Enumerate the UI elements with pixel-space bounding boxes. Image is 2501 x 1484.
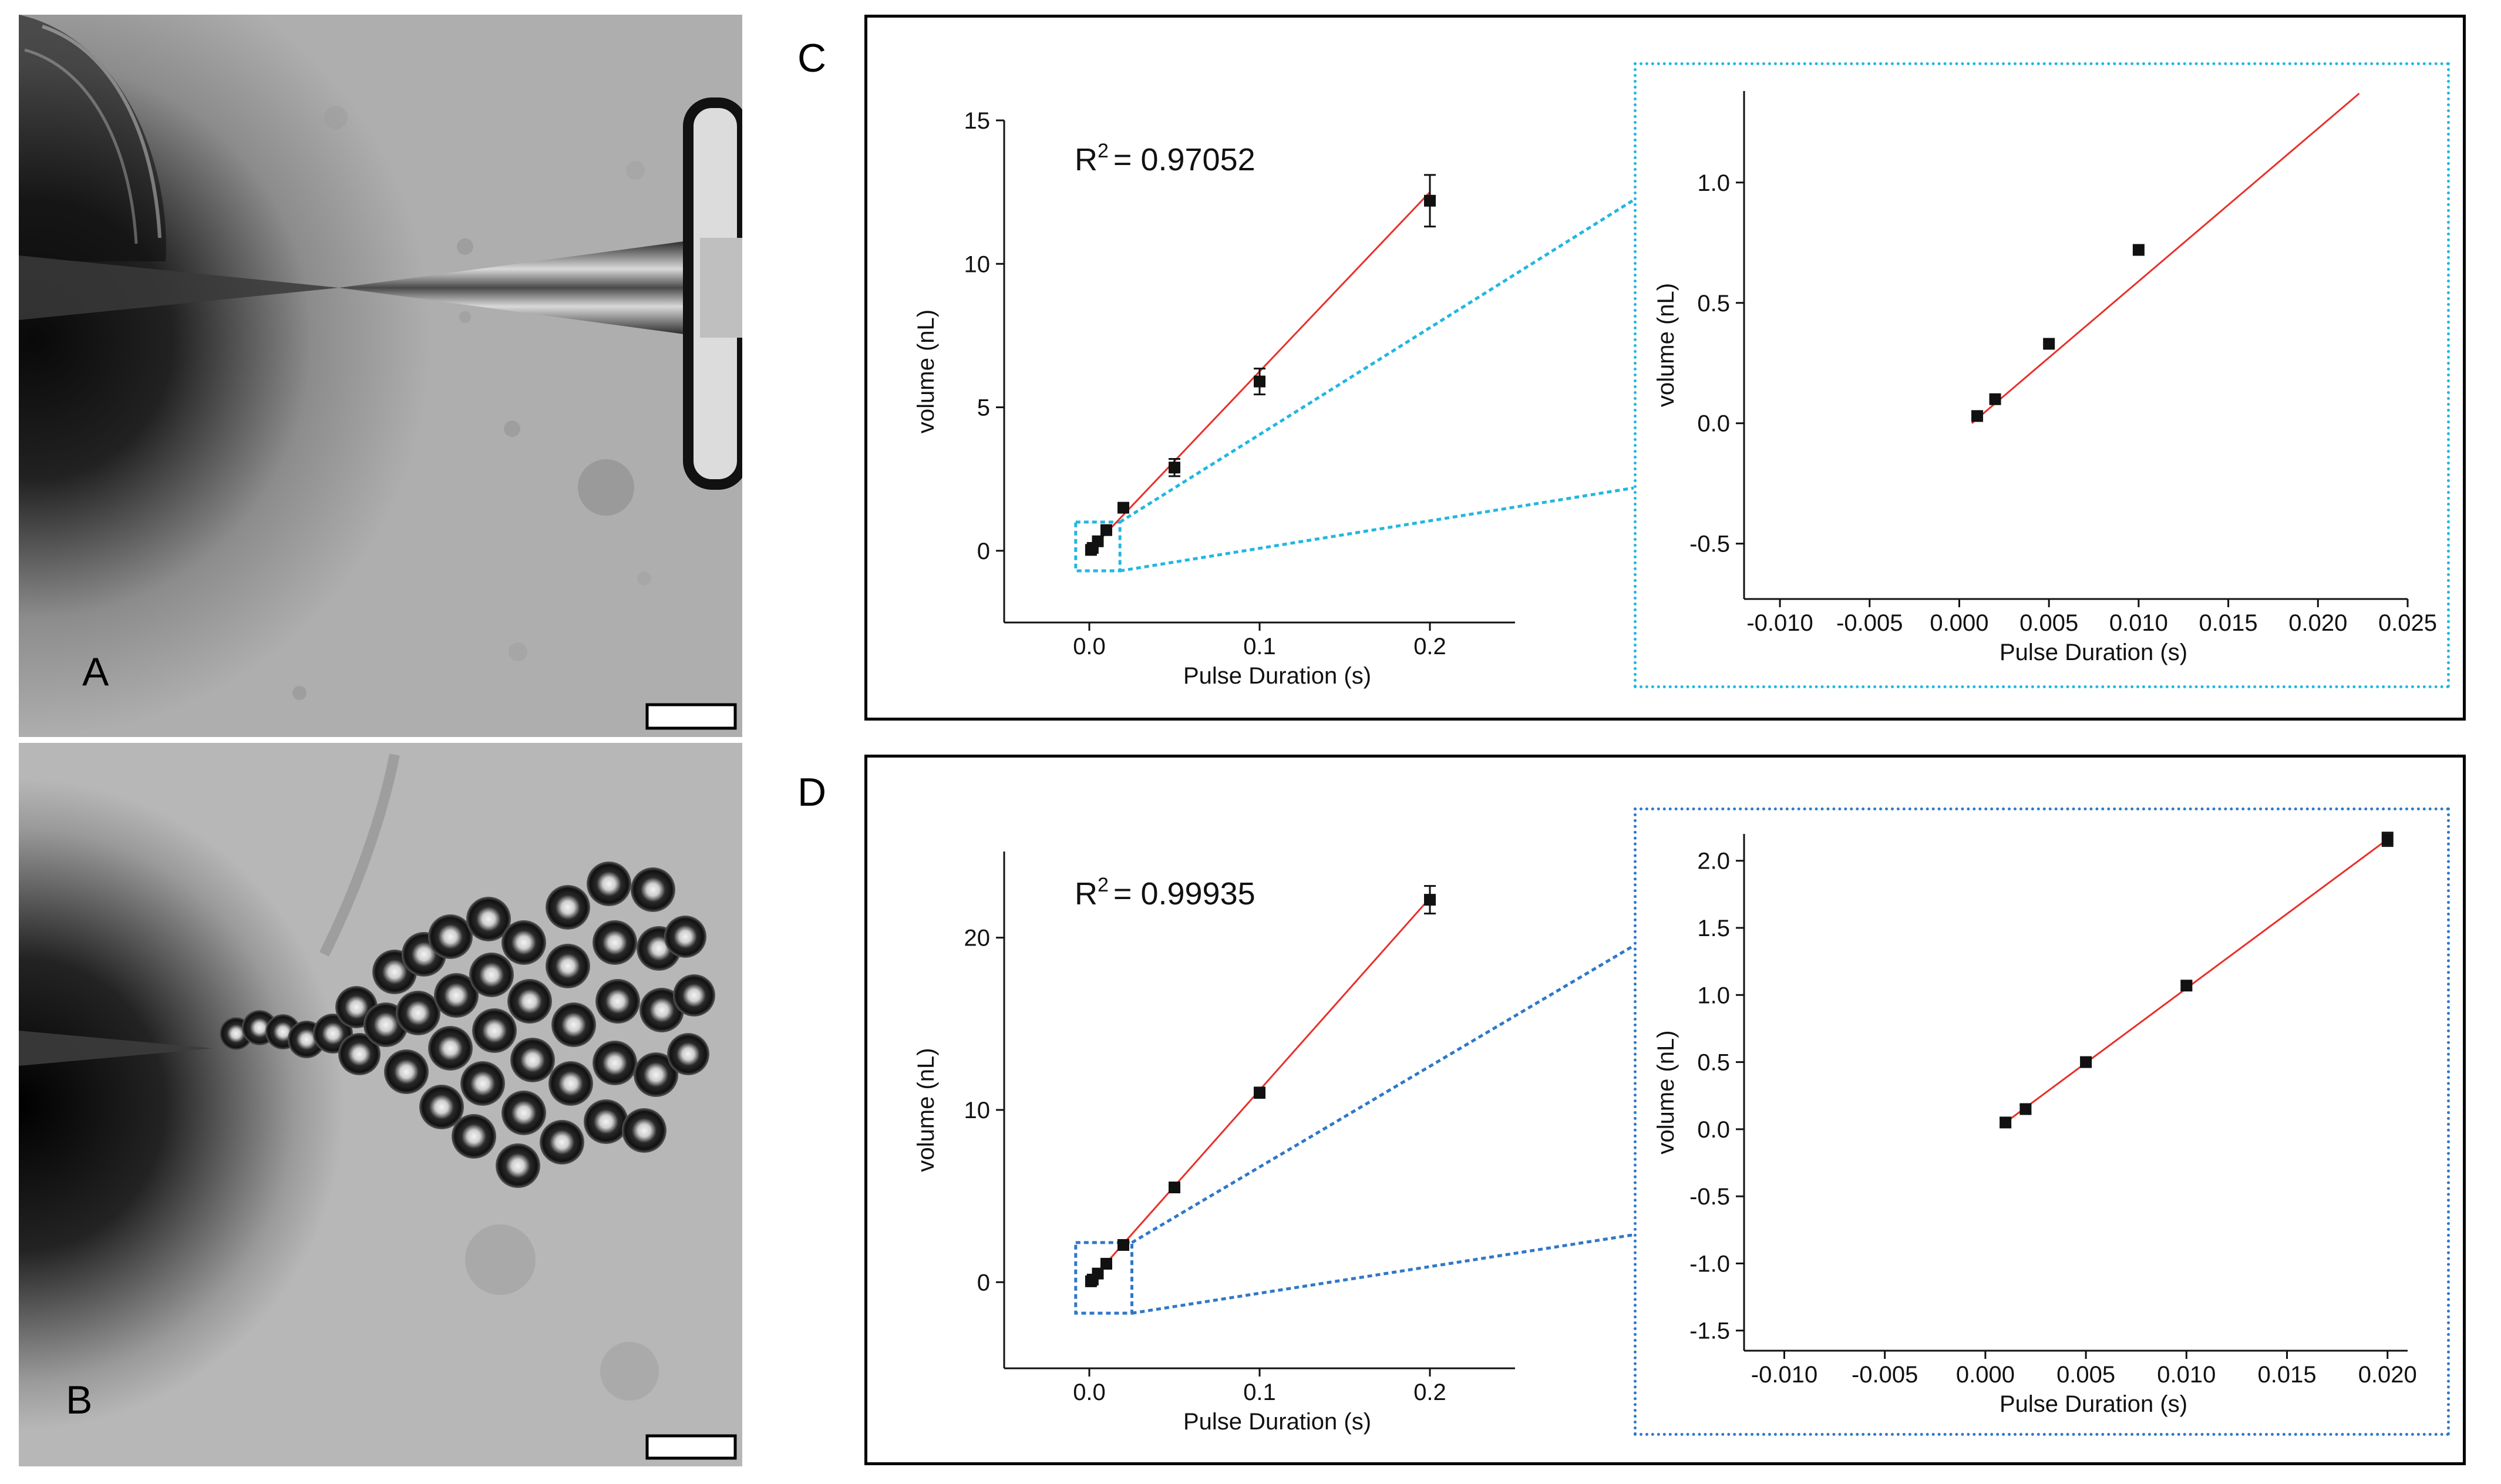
y-tick-label: -0.5 <box>1689 531 1730 557</box>
chart-svg-d-main: 0.0 0.1 0.2 0 10 20 Pulse Duration (s) volume (… <box>913 852 1515 1435</box>
x-tick-label: -0.010 <box>1746 610 1813 636</box>
x-tick-label: 0.005 <box>2056 1362 2115 1388</box>
panel-d-frame <box>864 755 2466 1465</box>
scale-bar-a <box>645 703 737 730</box>
x-axis-label: Pulse Duration (s) <box>1183 1409 1371 1435</box>
y-tick-label: 0.5 <box>1697 291 1730 317</box>
x-tick-label: -0.005 <box>1836 610 1903 636</box>
panel-c-inset-frame <box>1634 62 2450 688</box>
micrograph-a <box>19 15 742 737</box>
y-tick-label: 1.0 <box>1697 170 1730 196</box>
r-squared-annotation: R2 = 0.97052 <box>1075 140 1255 177</box>
data-point <box>1254 1086 1265 1099</box>
fit-line <box>2005 838 2388 1123</box>
data-point <box>2043 338 2055 350</box>
x-tick-label: 0.000 <box>1956 1362 2015 1388</box>
data-point <box>1254 375 1265 388</box>
data-point <box>1100 524 1112 536</box>
data-point <box>2180 980 2193 992</box>
y-axis-label: volume (nL) <box>913 309 939 433</box>
y-tick-label: -1.0 <box>1689 1251 1730 1277</box>
y-tick-label: 20 <box>964 926 991 951</box>
chart-svg-c-main: 0.0 0.1 0.2 0 5 10 15 Pulse Duration (s) volume … <box>913 108 1515 689</box>
y-tick-label: 5 <box>977 395 990 421</box>
fit-line <box>1971 92 2360 424</box>
chart-c-inset: -0.010 -0.005 0.000 0.005 0.010 0.015 0.020 0.0… <box>1644 70 2443 681</box>
data-point <box>1100 1257 1112 1270</box>
panel-label-b: B <box>66 1378 93 1422</box>
data-point <box>1989 393 2001 405</box>
data-point <box>2381 833 2394 846</box>
y-axis-label: volume (nL) <box>1653 283 1679 407</box>
y-tick-label: 1.0 <box>1697 982 1730 1008</box>
data-point <box>2132 244 2145 256</box>
data-point <box>1117 502 1129 514</box>
micrograph-b-image <box>19 743 742 1466</box>
data-point <box>1092 1267 1104 1280</box>
x-axis-label: Pulse Duration (s) <box>1183 663 1371 689</box>
y-tick-label: 10 <box>964 251 991 277</box>
data-point <box>1424 894 1436 906</box>
x-tick-label: 0.015 <box>2199 610 2258 636</box>
x-tick-label: 0.010 <box>2157 1362 2216 1388</box>
x-tick-label: 0.0 <box>1073 1379 1106 1405</box>
chart-c-main: 0.0 0.1 0.2 0 5 10 15 Pulse Duration (s) volume … <box>913 100 1621 711</box>
x-tick-label: 0.010 <box>2109 610 2168 636</box>
panel-d-inset-frame <box>1634 807 2450 1436</box>
x-tick-label: 0.2 <box>1413 1379 1446 1405</box>
chart-svg-c-inset: -0.010 -0.005 0.000 0.005 0.010 0.015 0.020 0.0… <box>1653 91 2437 665</box>
x-tick-label: 0.1 <box>1243 1379 1276 1405</box>
y-axis-label: volume (nL) <box>1653 1030 1679 1154</box>
panel-c-frame <box>864 15 2466 721</box>
micrograph-a-image <box>19 15 742 737</box>
x-tick-label: -0.005 <box>1852 1362 1918 1388</box>
y-tick-label: 0 <box>977 539 990 564</box>
data-point <box>2080 1056 2092 1068</box>
x-axis-label: Pulse Duration (s) <box>2000 1391 2187 1417</box>
data-point <box>1424 194 1436 207</box>
x-tick-label: 0.0 <box>1073 634 1106 659</box>
panel-label-c: C <box>797 36 827 80</box>
y-tick-label: 2.0 <box>1697 849 1730 874</box>
scale-bar-b <box>645 1434 737 1460</box>
data-point <box>1971 410 1984 422</box>
x-tick-label: 0.020 <box>2288 610 2347 636</box>
data-point <box>1169 462 1180 474</box>
data-point <box>1117 1239 1129 1251</box>
y-tick-label: -1.5 <box>1689 1318 1730 1344</box>
y-tick-label: 0.0 <box>1697 411 1730 437</box>
y-tick-label: 15 <box>964 108 991 134</box>
x-tick-label: -0.010 <box>1751 1362 1817 1388</box>
x-axis-label: Pulse Duration (s) <box>2000 640 2187 665</box>
data-point <box>2000 1116 2012 1129</box>
x-tick-label: 0.005 <box>2019 610 2078 636</box>
chart-svg-d-inset: -0.010 -0.005 0.000 0.005 0.010 0.015 0.020 -1.… <box>1653 832 2417 1417</box>
y-axis-label: volume (nL) <box>913 1048 939 1172</box>
y-tick-label: 0 <box>977 1270 990 1295</box>
x-tick-label: 0.015 <box>2257 1362 2316 1388</box>
y-tick-label: 0.0 <box>1697 1117 1730 1143</box>
micrograph-b <box>19 743 742 1466</box>
y-tick-label: -0.5 <box>1689 1184 1730 1210</box>
data-point <box>1169 1182 1180 1193</box>
x-tick-label: 0.000 <box>1930 610 1988 636</box>
x-tick-label: 0.2 <box>1413 634 1446 659</box>
y-tick-label: 0.5 <box>1697 1050 1730 1076</box>
y-tick-label: 10 <box>964 1098 991 1123</box>
panel-label-d: D <box>797 770 827 815</box>
panel-label-a: A <box>82 650 109 694</box>
chart-d-main: 0.0 0.1 0.2 0 10 20 Pulse Duration (s) volume (… <box>913 834 1621 1456</box>
droplet-cluster <box>220 862 715 1188</box>
x-tick-label: 0.1 <box>1243 634 1276 659</box>
chart-d-inset: -0.010 -0.005 0.000 0.005 0.010 0.015 0.020 -1.… <box>1644 816 2443 1427</box>
y-tick-label: 1.5 <box>1697 916 1730 941</box>
x-tick-label: 0.020 <box>2358 1362 2417 1388</box>
data-point <box>1092 535 1104 547</box>
x-tick-label: 0.025 <box>2378 610 2437 636</box>
r-squared-annotation: R2 = 0.99935 <box>1075 874 1255 911</box>
data-point <box>2019 1103 2032 1115</box>
